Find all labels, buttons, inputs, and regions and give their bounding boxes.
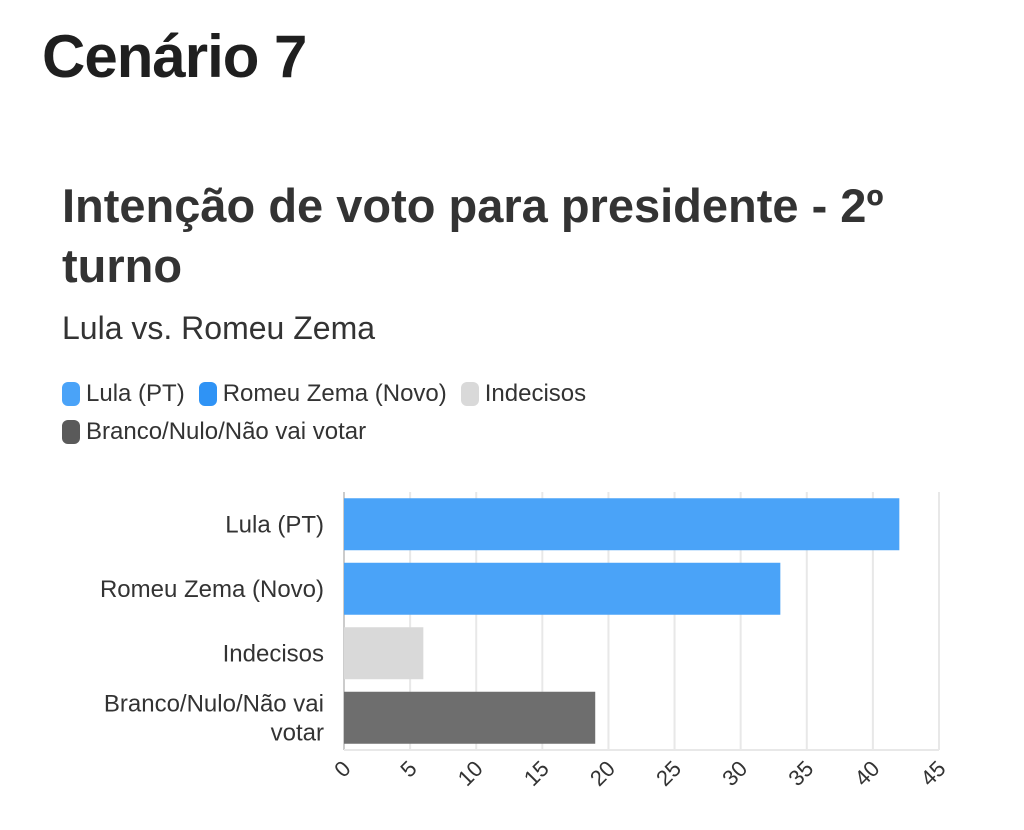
x-tick-label: 20 — [585, 756, 620, 791]
legend-label-indecisos: Indecisos — [484, 380, 587, 407]
bar-2[interactable] — [344, 562, 781, 615]
chart-title: Intenção de voto para presidente - 2º tu… — [62, 179, 884, 292]
bar-1[interactable] — [344, 498, 900, 551]
legend-item-zema[interactable]: Romeu Zema (Novo) — [198, 378, 447, 410]
x-tick-label: 35 — [783, 756, 818, 791]
legend-label-zema: Romeu Zema (Novo) — [222, 380, 447, 407]
legend-swatch-branco-nulo — [62, 420, 80, 444]
bar-3[interactable] — [344, 627, 424, 680]
page-heading: Cenário 7 — [42, 23, 307, 90]
legend-swatch-lula — [62, 382, 80, 406]
legend-item-indecisos[interactable]: Indecisos — [460, 378, 587, 410]
category-label: Branco/Nulo/Não vai — [104, 690, 324, 717]
x-tick-label: 15 — [519, 756, 554, 791]
x-tick-label: 10 — [453, 756, 488, 791]
x-tick-label: 30 — [717, 756, 752, 791]
legend-item-branco-nulo[interactable]: Branco/Nulo/Não vai votar — [62, 416, 366, 448]
category-label: votar — [271, 719, 324, 746]
legend-swatch-indecisos — [460, 382, 479, 406]
x-tick-label: 40 — [849, 756, 884, 791]
x-tick-label: 25 — [651, 756, 686, 791]
category-label: Indecisos — [223, 640, 324, 667]
x-tick-label: 0 — [329, 756, 355, 782]
category-label: Romeu Zema (Novo) — [100, 576, 324, 603]
legend-label-lula: Lula (PT) — [86, 380, 185, 407]
legend-item-lula[interactable]: Lula (PT) — [62, 378, 185, 410]
legend-swatch-zema — [198, 382, 217, 406]
chart-legend: Lula (PT) Romeu Zema (Novo) Indecisos Br… — [62, 378, 762, 448]
category-label: Lula (PT) — [225, 511, 324, 538]
chart-subtitle: Lula vs. Romeu Zema — [62, 310, 376, 346]
x-tick-label: 45 — [916, 756, 951, 791]
bar-4[interactable] — [344, 691, 596, 744]
legend-label-branco-nulo: Branco/Nulo/Não vai votar — [86, 418, 367, 445]
x-tick-label: 5 — [395, 756, 421, 782]
